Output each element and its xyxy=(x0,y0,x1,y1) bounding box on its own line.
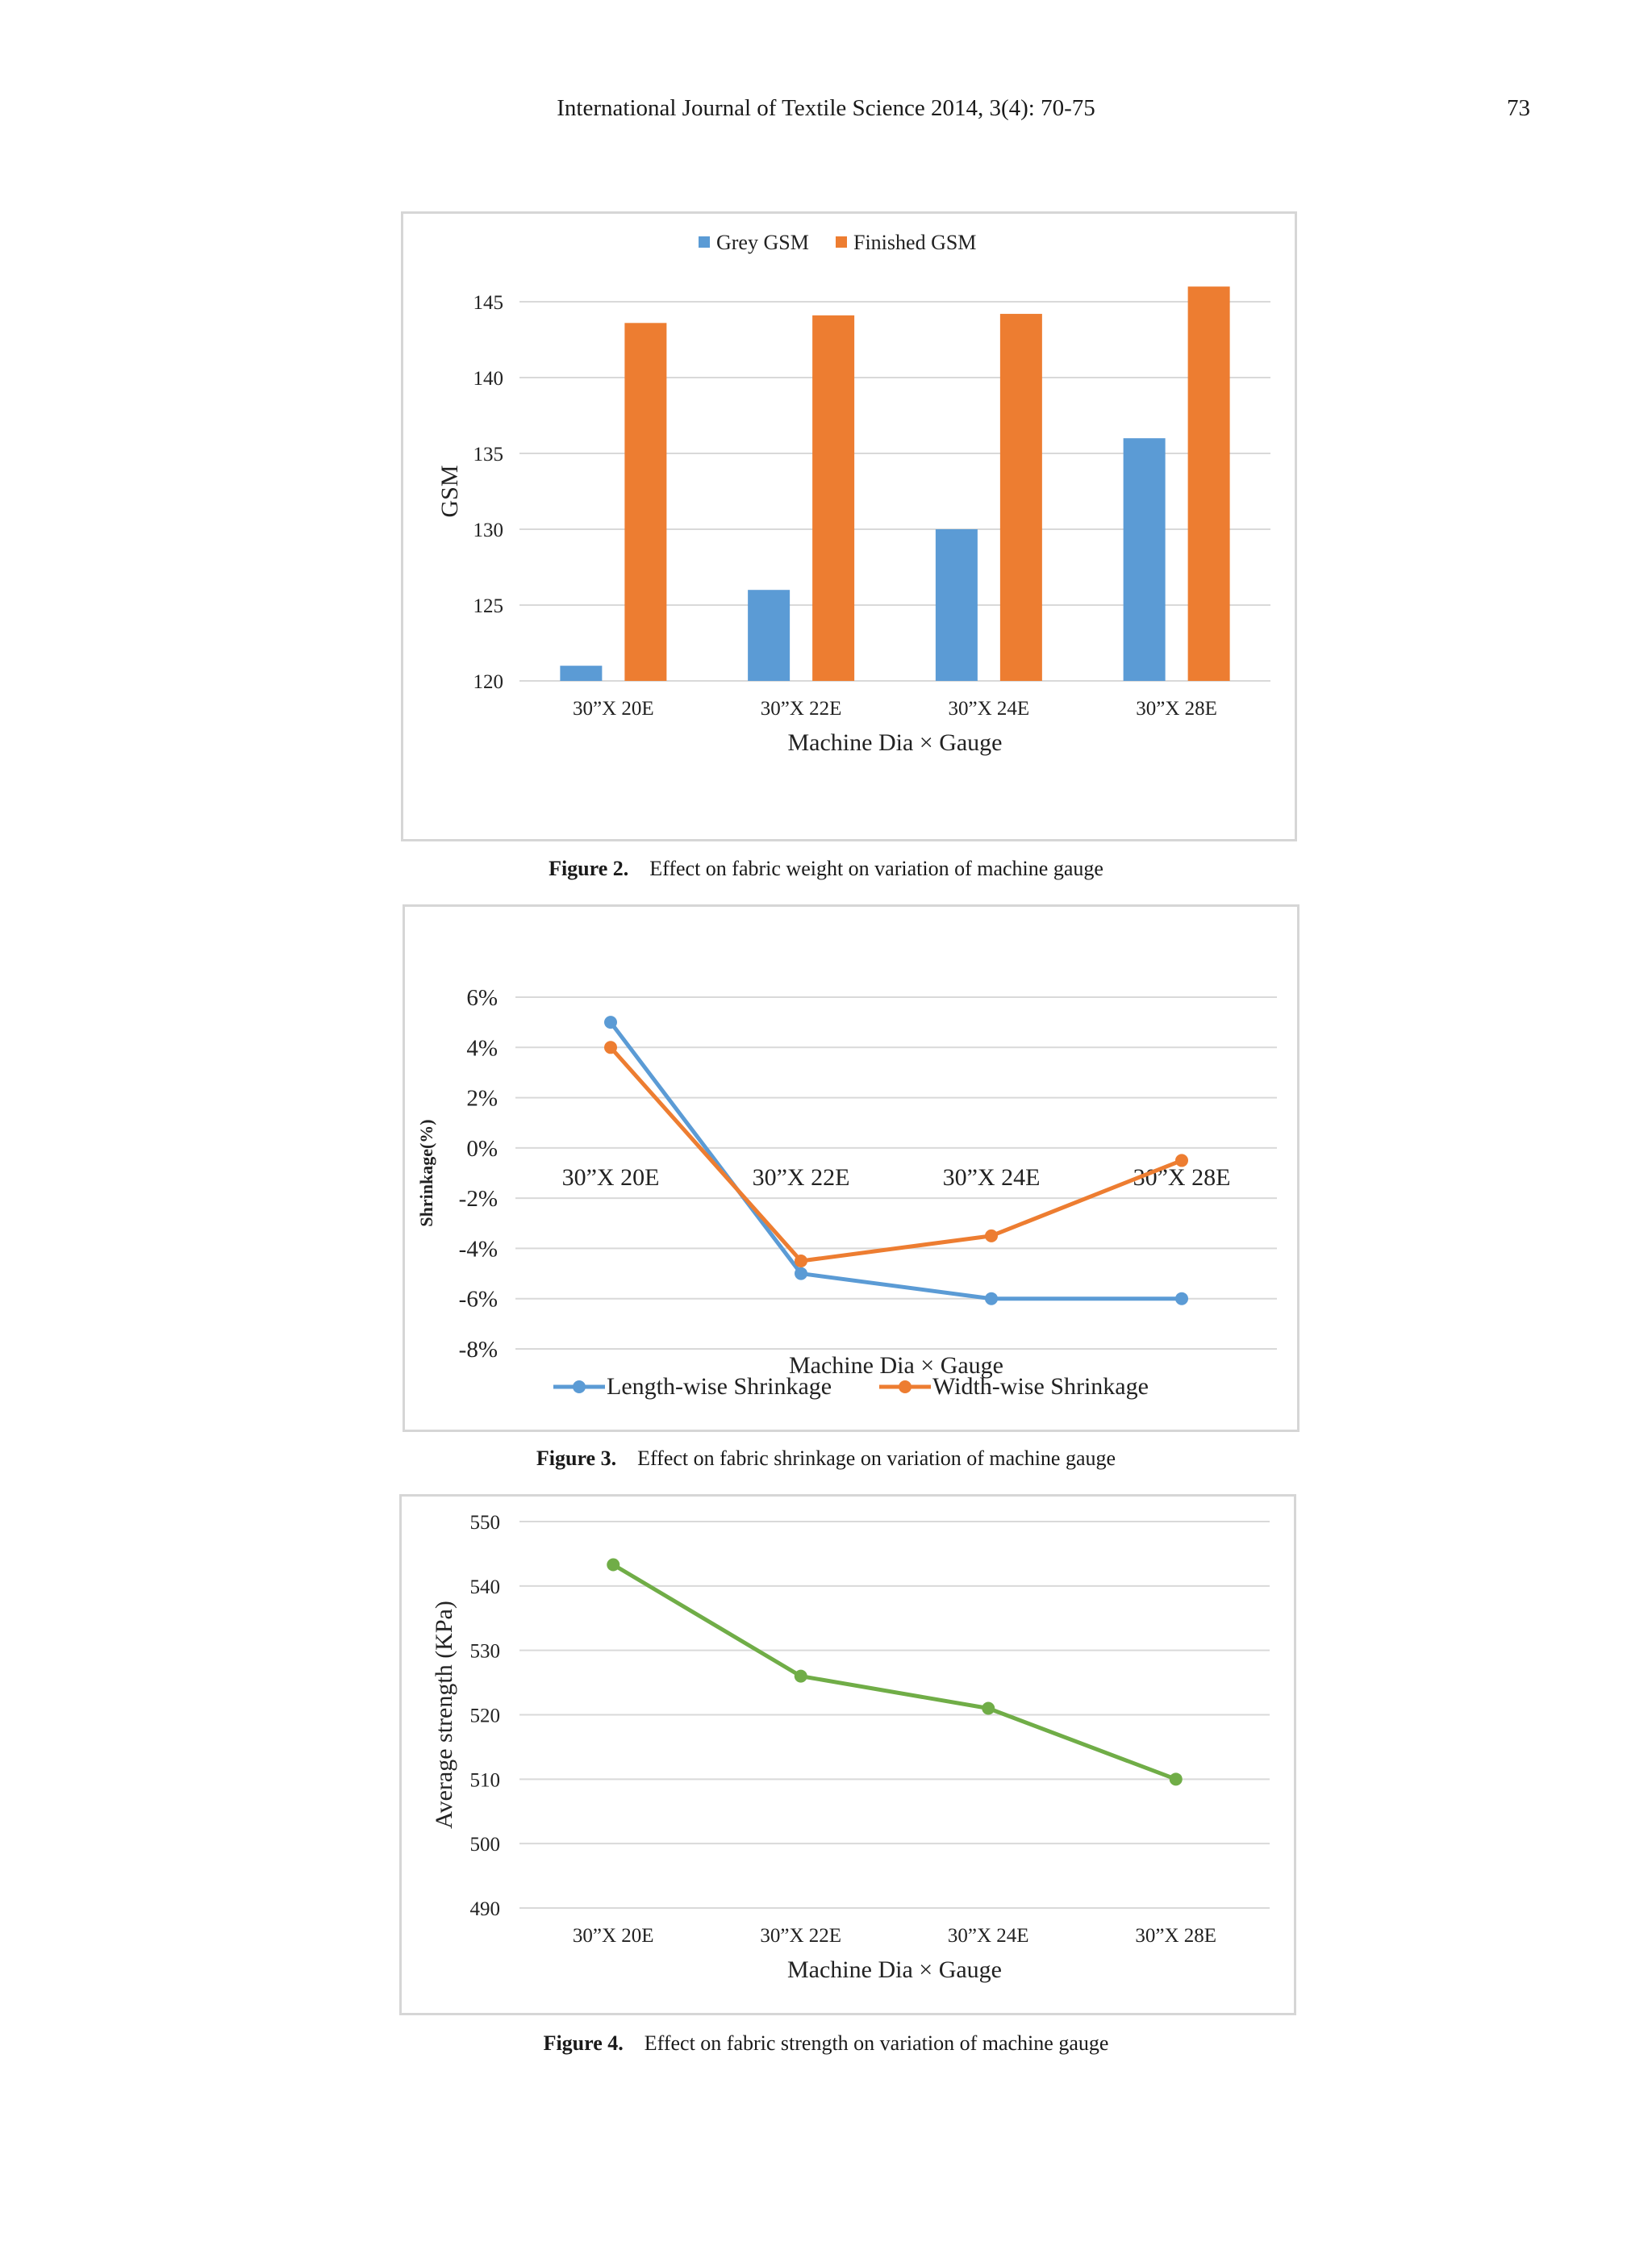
gsm-bar-chart: 120 125 130 135 140 145 30”X 20E 30”X 22E 30”X 2… xyxy=(436,231,1270,756)
x-tick-label: 30”X 24E xyxy=(949,698,1030,720)
y-tick-label: 2% xyxy=(466,1086,498,1112)
x-axis-title: Machine Dia × Gauge xyxy=(787,1956,1002,1983)
x-tick-label: 30”X 22E xyxy=(761,698,842,720)
x-axis-title: Machine Dia × Gauge xyxy=(788,729,1003,756)
bar xyxy=(560,666,603,681)
strength-line-chart: 490 500 510 520 530 540 550 30”X 20E 30”X 22E 30”… xyxy=(431,1512,1270,1983)
y-tick-label: 540 xyxy=(470,1576,501,1598)
y-axis-title: Shrinkage(%) xyxy=(416,1119,436,1226)
y-tick-label: 530 xyxy=(470,1641,501,1663)
figure-3-frame: -8% -6% -4% -2% 0% 2% 4% 6% 30”X 20E 30”X 22E 30”X… xyxy=(403,904,1299,1432)
x-tick-label: 30”X 28E xyxy=(1133,1164,1231,1191)
y-tick-label: -4% xyxy=(459,1236,498,1262)
series-line xyxy=(611,1563,1177,1781)
shrinkage-line-chart: -8% -6% -4% -2% 0% 2% 4% 6% 30”X 20E 30”X 22E 30”X… xyxy=(416,985,1277,1400)
figure-2-label: Figure 2. xyxy=(549,857,629,880)
series-line xyxy=(609,1046,1183,1263)
data-point xyxy=(604,1016,617,1029)
figure-4-caption-text: Effect on fabric strength on variation o… xyxy=(644,2031,1109,2055)
figure-3-label: Figure 3. xyxy=(536,1447,617,1470)
x-tick-label: 30”X 20E xyxy=(573,1925,654,1947)
y-tick-label: -2% xyxy=(459,1186,498,1212)
y-tick-label: 500 xyxy=(470,1834,501,1856)
figure-2-caption: Figure 2. Effect on fabric weight on vari… xyxy=(0,857,1652,881)
figure-2-caption-text: Effect on fabric weight on variation of … xyxy=(649,857,1103,880)
data-point xyxy=(795,1267,807,1280)
y-tick-label: 125 xyxy=(473,595,504,617)
y-tick-label: 130 xyxy=(473,520,504,541)
figure-4-label: Figure 4. xyxy=(543,2031,624,2055)
y-tick-label: 135 xyxy=(473,444,504,466)
x-axis-title: Machine Dia × Gauge xyxy=(789,1352,1003,1379)
data-point xyxy=(1169,1772,1183,1786)
y-axis-title: GSM xyxy=(436,465,463,517)
x-tick-label: 30”X 28E xyxy=(1135,1925,1216,1947)
figure-4-caption: Figure 4. Effect on fabric strength on va… xyxy=(0,2031,1652,2056)
x-tick-label: 30”X 22E xyxy=(753,1164,850,1191)
bar xyxy=(748,590,791,681)
y-axis-title: Average strength (KPa) xyxy=(431,1601,457,1829)
data-point xyxy=(604,1041,617,1054)
y-tick-label: 510 xyxy=(470,1769,501,1791)
bar xyxy=(812,315,855,681)
x-tick-label: 30”X 24E xyxy=(948,1925,1029,1947)
data-point xyxy=(607,1558,620,1572)
y-tick-label: 145 xyxy=(473,292,504,314)
data-point xyxy=(795,1255,807,1267)
y-tick-label: 0% xyxy=(466,1136,498,1162)
legend-label: Grey GSM xyxy=(716,231,809,254)
figure-3-caption-text: Effect on fabric shrinkage on variation … xyxy=(637,1447,1116,1470)
x-tick-label: 30”X 24E xyxy=(943,1164,1041,1191)
data-point xyxy=(982,1701,995,1715)
y-tick-label: 4% xyxy=(466,1035,498,1061)
bar xyxy=(1187,286,1230,681)
data-point xyxy=(1175,1154,1188,1167)
y-tick-label: 120 xyxy=(473,671,504,693)
y-tick-label: 140 xyxy=(473,368,504,390)
x-tick-label: 30”X 20E xyxy=(573,698,654,720)
bar xyxy=(999,314,1042,681)
data-point xyxy=(794,1669,807,1683)
legend-label: Finished GSM xyxy=(853,231,976,254)
bar xyxy=(935,529,978,681)
legend-label: Length-wise Shrinkage xyxy=(607,1373,832,1400)
data-point xyxy=(1175,1292,1188,1305)
series-line xyxy=(609,1021,1182,1301)
legend-marker xyxy=(573,1380,586,1393)
page-number: 73 xyxy=(1507,95,1530,121)
legend-swatch xyxy=(699,236,710,248)
x-tick-label: 30”X 28E xyxy=(1136,698,1217,720)
y-tick-label: 520 xyxy=(470,1706,501,1727)
legend-swatch xyxy=(836,236,847,248)
running-head: International Journal of Textile Science… xyxy=(557,95,1095,121)
bar xyxy=(1123,438,1166,681)
y-tick-label: 490 xyxy=(470,1898,501,1920)
y-tick-label: -8% xyxy=(459,1337,498,1363)
x-tick-label: 30”X 20E xyxy=(562,1164,660,1191)
y-tick-label: 6% xyxy=(466,985,498,1011)
x-tick-label: 30”X 22E xyxy=(760,1925,841,1947)
data-point xyxy=(985,1229,998,1242)
y-tick-label: 550 xyxy=(470,1512,501,1534)
bar xyxy=(624,323,667,681)
legend-marker xyxy=(899,1380,912,1393)
data-point xyxy=(985,1292,998,1305)
figure-2-frame: 120 125 130 135 140 145 30”X 20E 30”X 22E 30”X 2… xyxy=(401,211,1297,841)
legend-label: Width-wise Shrinkage xyxy=(932,1373,1149,1400)
y-tick-label: -6% xyxy=(459,1287,498,1313)
figure-4-frame: 490 500 510 520 530 540 550 30”X 20E 30”X 22E 30”… xyxy=(399,1494,1296,2015)
figure-3-caption: Figure 3. Effect on fabric shrinkage on v… xyxy=(0,1447,1652,1471)
